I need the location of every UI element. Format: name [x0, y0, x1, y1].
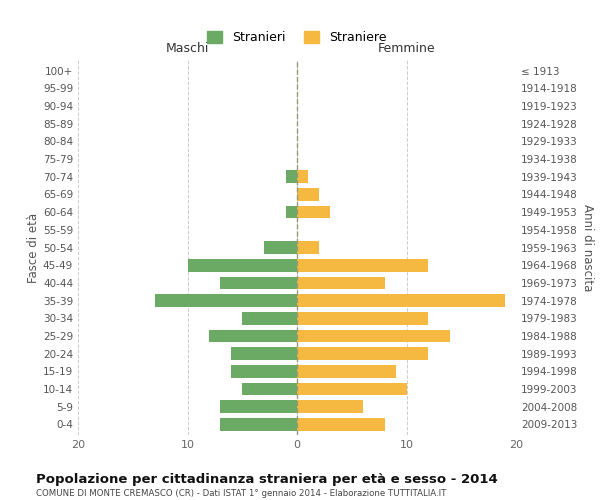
Text: Maschi: Maschi: [166, 42, 209, 54]
Bar: [297, 259, 428, 272]
Y-axis label: Anni di nascita: Anni di nascita: [581, 204, 594, 291]
Text: Popolazione per cittadinanza straniera per età e sesso - 2014: Popolazione per cittadinanza straniera p…: [36, 472, 498, 486]
Bar: [155, 294, 297, 307]
Bar: [297, 170, 308, 183]
Bar: [232, 365, 297, 378]
Bar: [297, 348, 428, 360]
Bar: [264, 241, 297, 254]
Bar: [187, 259, 297, 272]
Text: Femmine: Femmine: [377, 42, 436, 54]
Legend: Stranieri, Straniere: Stranieri, Straniere: [201, 25, 393, 50]
Bar: [297, 241, 319, 254]
Bar: [297, 276, 385, 289]
Bar: [297, 188, 319, 201]
Bar: [286, 170, 297, 183]
Y-axis label: Fasce di età: Fasce di età: [27, 212, 40, 282]
Bar: [297, 382, 407, 396]
Text: COMUNE DI MONTE CREMASCO (CR) - Dati ISTAT 1° gennaio 2014 - Elaborazione TUTTIT: COMUNE DI MONTE CREMASCO (CR) - Dati IST…: [36, 489, 446, 498]
Bar: [220, 418, 297, 431]
Bar: [286, 206, 297, 218]
Bar: [297, 206, 330, 218]
Bar: [220, 400, 297, 413]
Bar: [242, 312, 297, 324]
Bar: [297, 400, 362, 413]
Bar: [242, 382, 297, 396]
Bar: [297, 312, 428, 324]
Bar: [297, 330, 450, 342]
Bar: [297, 418, 385, 431]
Bar: [220, 276, 297, 289]
Bar: [297, 294, 505, 307]
Bar: [297, 365, 395, 378]
Bar: [232, 348, 297, 360]
Bar: [209, 330, 297, 342]
